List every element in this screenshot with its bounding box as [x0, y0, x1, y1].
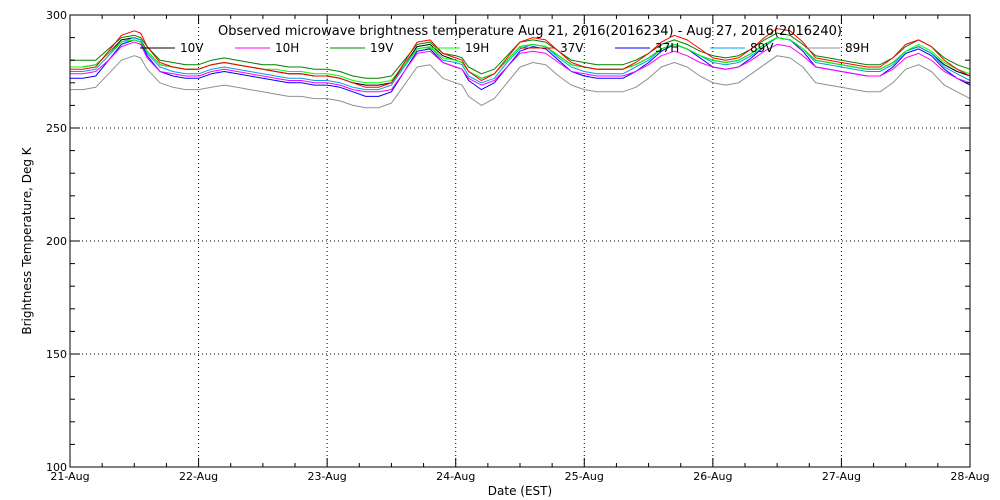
x-tick-label: 23-Aug [308, 470, 347, 483]
legend-label-89v: 89V [750, 41, 774, 55]
legend-label-37h: 37H [655, 41, 679, 55]
x-axis-title: Date (EST) [488, 484, 552, 498]
y-axis-title: Brightness Temperature, Deg K [20, 146, 34, 334]
x-tick-labels: 21-Aug 22-Aug 23-Aug 24-Aug 25-Aug 26-Aug 27-A… [50, 470, 989, 483]
y-tick-label: 250 [46, 122, 67, 135]
chart-title: Observed microwave brightness temperatur… [218, 24, 842, 39]
x-tick-label: 26-Aug [693, 470, 732, 483]
y-tick-label: 150 [46, 348, 67, 361]
series-line-89h [70, 55, 971, 109]
y-tick-label: 300 [46, 9, 67, 22]
series-line-89v [70, 37, 971, 91]
chart-legend: 10V 10H 19V 19H 37V 37H 89V 89H [140, 41, 869, 55]
x-tick-label: 28-Aug [950, 470, 989, 483]
legend-label-19h: 19H [465, 41, 489, 55]
x-tick-label: 21-Aug [50, 470, 89, 483]
x-tick-label: 24-Aug [436, 470, 475, 483]
x-tick-label: 22-Aug [179, 470, 218, 483]
chart-series [70, 28, 971, 109]
legend-label-10h: 10H [275, 41, 299, 55]
series-line-37v [70, 28, 971, 88]
y-tick-label: 200 [46, 235, 67, 248]
y-tick-label: 100 [46, 461, 67, 474]
series-line-10h [70, 41, 971, 93]
legend-label-10v: 10V [180, 41, 204, 55]
legend-label-89h: 89H [845, 41, 869, 55]
x-tick-label: 25-Aug [565, 470, 604, 483]
x-tick-label: 27-Aug [822, 470, 861, 483]
chart-ticks [69, 14, 971, 468]
y-tick-labels: 100 150 200 250 300 [46, 9, 67, 474]
chart-grid [70, 15, 970, 467]
legend-label-19v: 19V [370, 41, 394, 55]
legend-label-37v: 37V [560, 41, 584, 55]
series-line-19v [70, 32, 971, 79]
